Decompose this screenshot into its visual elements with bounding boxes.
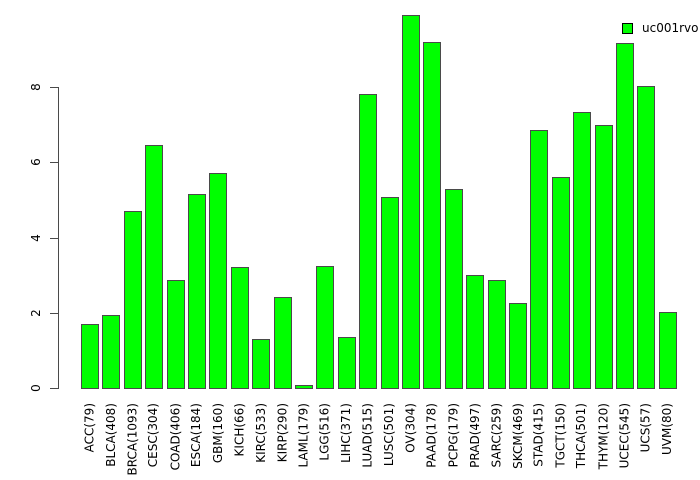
- bar-LGG(516): [316, 266, 334, 389]
- bar-PCPG(179): [445, 189, 463, 389]
- y-tick-mark: [50, 162, 59, 163]
- bar-COAD(406): [167, 280, 185, 389]
- x-tick-label-UCEC(545): UCEC(545): [617, 403, 632, 469]
- y-tick-label-wrap: 2: [28, 305, 44, 321]
- x-tick-label-COAD(406): COAD(406): [168, 403, 183, 471]
- legend: uc001rvo: [622, 21, 698, 35]
- x-tick-label-STAD(415): STAD(415): [531, 403, 546, 467]
- bar-ACC(79): [81, 324, 99, 389]
- x-tick-label-OV(304): OV(304): [403, 403, 418, 453]
- x-tick-label-SARC(259): SARC(259): [489, 403, 504, 468]
- x-tick-label-THCA(501): THCA(501): [574, 403, 589, 469]
- bar-OV(304): [402, 15, 420, 389]
- bar-SKCM(469): [509, 303, 527, 389]
- bar-BRCA(1093): [124, 211, 142, 389]
- x-tick-label-PCPG(179): PCPG(179): [446, 403, 461, 468]
- bar-KICH(66): [231, 267, 249, 389]
- x-tick-label-BLCA(408): BLCA(408): [103, 403, 118, 467]
- bar-STAD(415): [530, 130, 548, 389]
- bar-KIRP(290): [274, 297, 292, 389]
- y-tick-label-wrap: 0: [28, 380, 44, 396]
- bar-UCS(57): [637, 86, 655, 389]
- y-tick-mark: [50, 388, 59, 389]
- x-tick-label-PAAD(178): PAAD(178): [424, 403, 439, 468]
- bar-LAML(179): [295, 385, 313, 389]
- bar-SARC(259): [488, 280, 506, 389]
- x-tick-label-LAML(179): LAML(179): [296, 403, 311, 468]
- x-tick-label-GBM(160): GBM(160): [210, 403, 225, 464]
- bar-THCA(501): [573, 112, 591, 389]
- y-tick-label-6: 6: [28, 158, 43, 166]
- x-tick-label-BRCA(1093): BRCA(1093): [125, 403, 140, 476]
- x-tick-label-CESC(304): CESC(304): [146, 403, 161, 468]
- x-tick-label-LIHC(371): LIHC(371): [339, 403, 354, 463]
- bar-LUSC(501): [381, 197, 399, 389]
- bar-PAAD(178): [423, 42, 441, 389]
- x-tick-label-KIRC(533): KIRC(533): [253, 403, 268, 463]
- x-tick-label-TGCT(150): TGCT(150): [553, 403, 568, 468]
- x-tick-label-ESCA(184): ESCA(184): [189, 403, 204, 468]
- x-tick-label-UCS(57): UCS(57): [638, 403, 653, 453]
- y-tick-label-wrap: 4: [28, 230, 44, 246]
- y-tick-label-0: 0: [28, 384, 43, 392]
- x-tick-label-LUSC(501): LUSC(501): [382, 403, 397, 467]
- y-tick-label-2: 2: [28, 309, 43, 317]
- bar-TGCT(150): [552, 177, 570, 389]
- bar-UCEC(545): [616, 43, 634, 389]
- bar-UVM(80): [659, 312, 677, 389]
- bar-BLCA(408): [102, 315, 120, 389]
- bar-PRAD(497): [466, 275, 484, 389]
- bar-ESCA(184): [188, 194, 206, 389]
- legend-label: uc001rvo: [642, 21, 699, 35]
- bar-GBM(160): [209, 173, 227, 389]
- bar-KIRC(533): [252, 339, 270, 389]
- x-tick-label-PRAD(497): PRAD(497): [467, 403, 482, 468]
- y-tick-label-wrap: 8: [28, 79, 44, 95]
- bar-CESC(304): [145, 145, 163, 389]
- x-tick-label-LUAD(515): LUAD(515): [360, 403, 375, 468]
- bar-THYM(120): [595, 125, 613, 389]
- x-tick-label-KICH(66): KICH(66): [232, 403, 247, 457]
- x-tick-label-UVM(80): UVM(80): [660, 403, 675, 455]
- x-tick-label-SKCM(469): SKCM(469): [510, 403, 525, 469]
- x-tick-label-ACC(79): ACC(79): [82, 403, 97, 453]
- y-tick-label-4: 4: [28, 234, 43, 242]
- bar-LIHC(371): [338, 337, 356, 389]
- x-tick-label-THYM(120): THYM(120): [596, 403, 611, 470]
- legend-swatch: [622, 22, 633, 34]
- y-tick-mark: [50, 313, 59, 314]
- bar-LUAD(515): [359, 94, 377, 389]
- y-tick-mark: [50, 87, 59, 88]
- y-tick-label-wrap: 6: [28, 154, 44, 170]
- y-tick-label-8: 8: [28, 83, 43, 91]
- y-tick-mark: [50, 238, 59, 239]
- x-tick-label-KIRP(290): KIRP(290): [275, 403, 290, 463]
- x-tick-label-LGG(516): LGG(516): [317, 403, 332, 461]
